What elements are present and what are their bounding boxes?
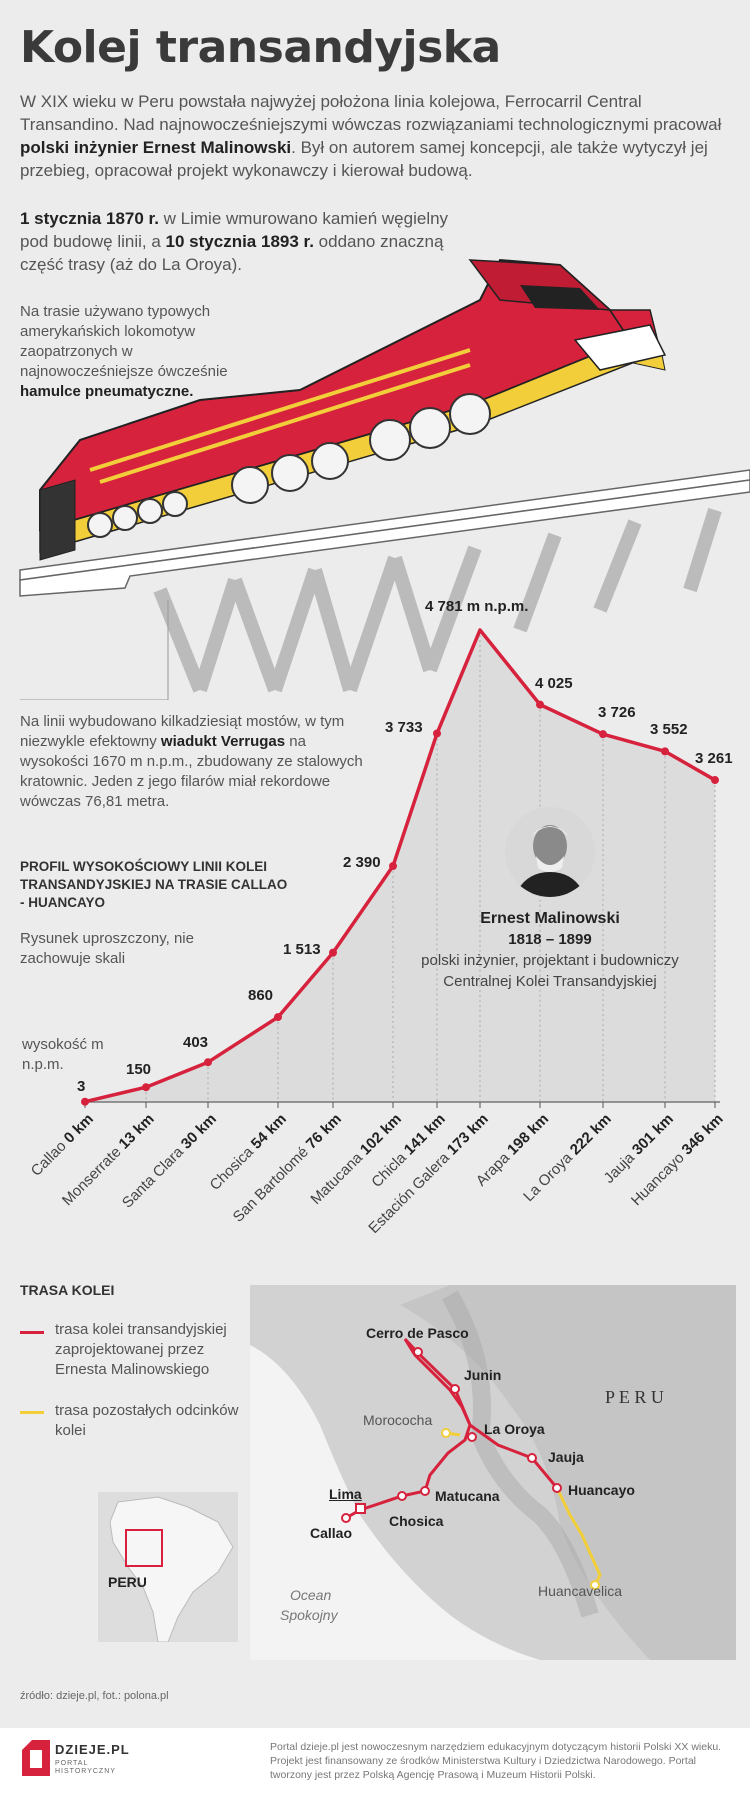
legend-yellow-text: trasa pozostałych odcinków kolei <box>55 1402 239 1439</box>
date-1893: 10 stycznia 1893 r. <box>165 232 314 251</box>
inset-peru-label: PERU <box>108 1574 147 1590</box>
map-ocean-1: Ocean <box>290 1587 331 1603</box>
y-axis-label: wysokość m n.p.m. <box>22 1036 104 1073</box>
map-ocean-2: Spokojny <box>280 1607 339 1623</box>
elevation-label: 403 <box>183 1034 209 1052</box>
bridges-text-2: na wysokości 1670 m n.p.m., zbudowany ze… <box>20 733 363 810</box>
elevation-label: 150 <box>126 1061 152 1079</box>
elevation-label: 2 390 <box>343 854 381 872</box>
brakes-bold: hamulce pneumatyczne. <box>20 383 194 400</box>
brakes-paragraph: Na trasie używano typowych amerykańskich… <box>20 302 250 402</box>
profile-point <box>329 948 337 957</box>
profile-point <box>661 747 669 756</box>
map-jauja: Jauja <box>548 1449 584 1465</box>
legend-red-text: trasa kolei transandyjskiej zaprojektowa… <box>55 1321 227 1378</box>
profile-point <box>711 776 719 785</box>
locomotive-illustration <box>19 258 750 700</box>
logo-text: DZIEJE.PL <box>55 1742 130 1757</box>
map-country: P E R U <box>605 1387 664 1407</box>
map-lima: Lima <box>329 1486 362 1502</box>
profile-point <box>204 1058 212 1067</box>
intro-text-1: W XIX wieku w Peru powstała najwyżej poł… <box>20 92 722 134</box>
elevation-label: 860 <box>248 987 274 1005</box>
elevation-label: 4 025 <box>535 674 573 692</box>
dates-text-1: w Limie wmurowano kamień węgielny pod bu… <box>20 209 449 251</box>
elevation-label: 1 513 <box>283 940 321 958</box>
peak-label: 4 781 m n.p.m. <box>425 598 529 615</box>
elevation-profile-chart <box>81 628 720 1108</box>
south-america-inset: PERU <box>98 1492 238 1642</box>
station-label: Huancayo 346 km <box>627 1110 727 1210</box>
page-title: Kolej transandyjska <box>20 22 501 73</box>
elevation-label: 3 <box>77 1077 86 1095</box>
elevation-label: 3 733 <box>385 719 423 737</box>
bridges-text-1: Na linii wybudowano kilkadziesiąt mostów… <box>20 713 345 750</box>
malinowski-portrait <box>505 807 595 897</box>
map-morococha: Morococha <box>363 1412 433 1428</box>
profile-point <box>433 729 441 738</box>
logo-subtitle: PORTAL HISTORYCZNY <box>55 1760 116 1775</box>
elevation-label: 3 552 <box>650 721 688 739</box>
dates-text-2: oddano znaczną część trasy (aż do La Oro… <box>20 232 444 274</box>
route-title: TRASA KOLEI <box>20 1282 115 1298</box>
elevation-label: 3 726 <box>598 704 636 722</box>
footer <box>0 1728 750 1798</box>
profile-point <box>142 1083 150 1092</box>
profile-point <box>274 1013 282 1022</box>
profile-title: PROFIL WYSOKOŚCIOWY LINII KOLEI TRANSAND… <box>20 859 288 910</box>
intro-paragraph: W XIX wieku w Peru powstała najwyżej poł… <box>20 90 735 182</box>
legend-red-line <box>20 1331 44 1334</box>
map-la-oroya: La Oroya <box>484 1421 545 1437</box>
profile-point <box>81 1097 89 1106</box>
profile-note: Rysunek uproszczony, nie zachowuje skali <box>20 930 194 967</box>
map-callao: Callao <box>310 1525 353 1541</box>
engineer-description: polski inżynier, projektant i budowniczy… <box>421 952 679 990</box>
route-map: P E R U Ocean Spokojny <box>250 1285 736 1660</box>
profile-line <box>84 628 716 1104</box>
profile-area <box>85 630 715 1102</box>
date-1870: 1 stycznia 1870 r. <box>20 209 159 228</box>
elevation-label: 3 261 <box>695 750 733 768</box>
dates-paragraph: 1 stycznia 1870 r. w Limie wmurowano kam… <box>20 207 470 276</box>
engineer-years: 1818 – 1899 <box>508 931 592 948</box>
brakes-text: Na trasie używano typowych amerykańskich… <box>20 303 228 380</box>
source-note: źródło: dzieje.pl, fot.: polona.pl <box>20 1690 169 1702</box>
map-cerro-de-pasco: Cerro de Pasco <box>366 1325 469 1341</box>
map-matucana: Matucana <box>435 1488 500 1504</box>
verrugas-bold: wiadukt Verrugas <box>160 733 286 750</box>
profile-point <box>389 862 397 871</box>
profile-point <box>599 730 607 739</box>
legend-yellow-line <box>20 1411 44 1414</box>
map-chosica: Chosica <box>389 1513 444 1529</box>
locomotive <box>39 258 667 561</box>
engineer-name: Ernest Malinowski <box>480 910 620 927</box>
intro-bold: polski inżynier Ernest Malinowski <box>20 138 292 157</box>
dzieje-logo-icon <box>22 1740 50 1776</box>
profile-point <box>536 700 544 709</box>
map-huancayo: Huancayo <box>568 1482 635 1498</box>
portrait-caption: Ernest Malinowski 1818 – 1899 polski inż… <box>420 908 680 992</box>
map-huancavelica: Huancavelica <box>538 1583 623 1599</box>
footer-text: Portal dzieje.pl jest nowoczesnym narzęd… <box>270 1741 722 1781</box>
map-junin: Junin <box>464 1367 502 1383</box>
station-label: San Bartolomé 76 km <box>229 1110 345 1226</box>
intro-text-2: . Był on autorem samej koncepcji, ale ta… <box>20 138 708 180</box>
bridges-paragraph: Na linii wybudowano kilkadziesiąt mostów… <box>20 712 370 812</box>
